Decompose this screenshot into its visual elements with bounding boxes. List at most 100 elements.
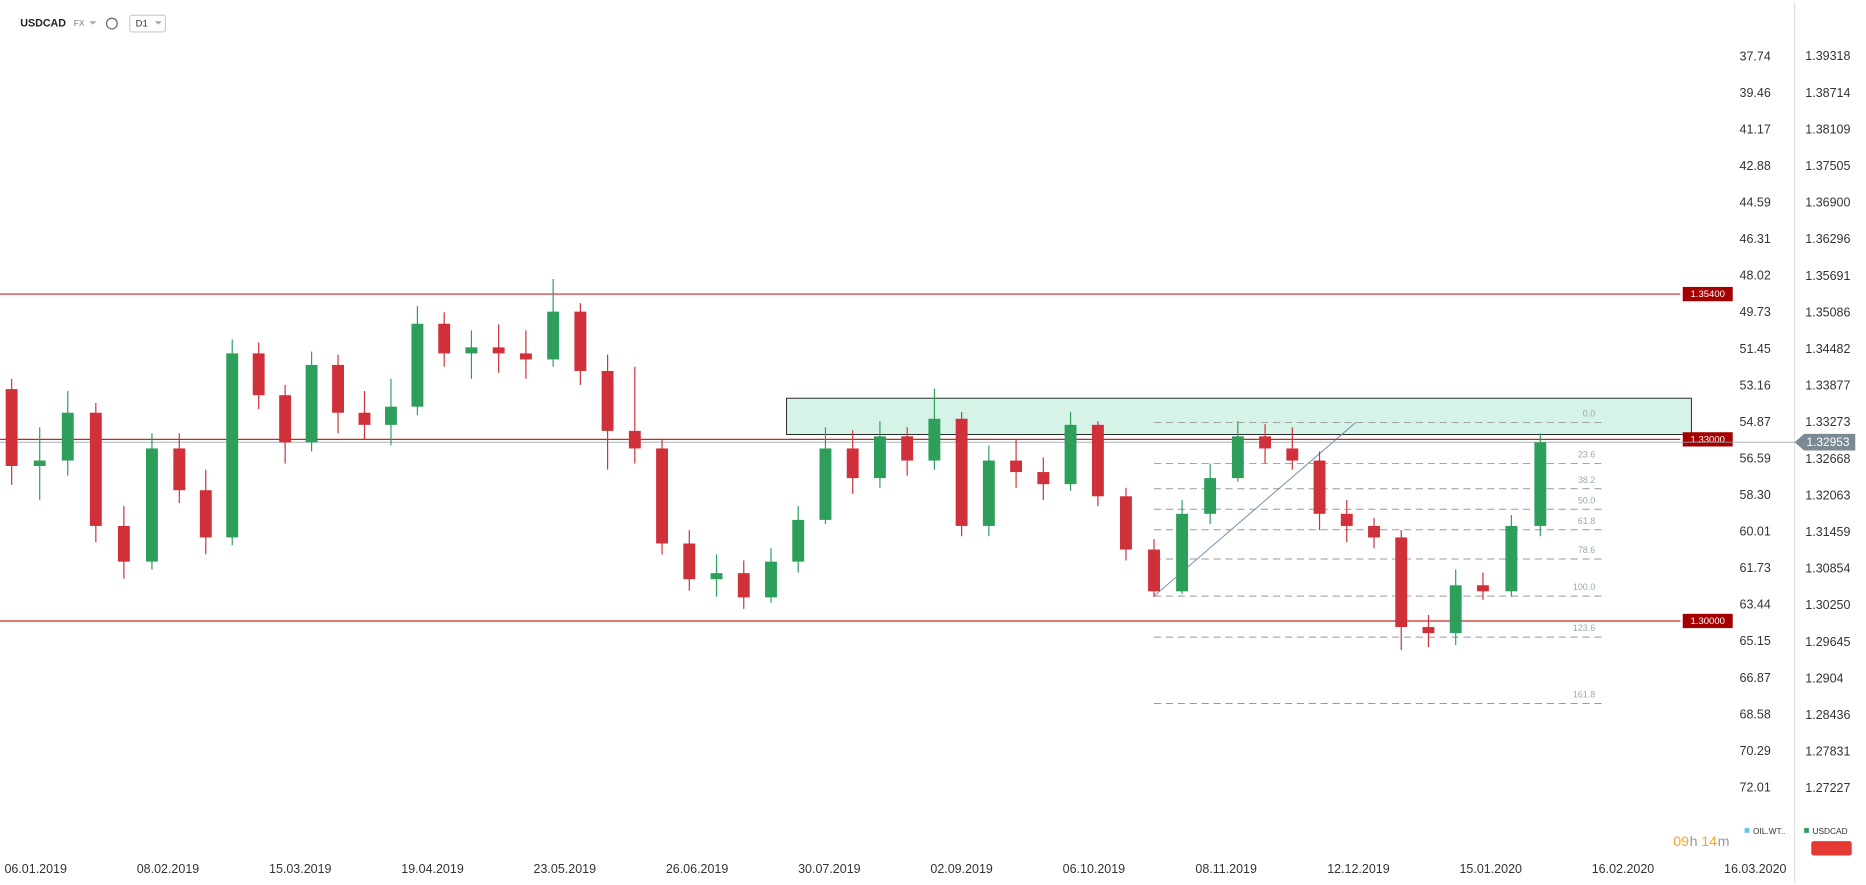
x-tick-label: 02.09.2019	[930, 862, 993, 876]
y-tick-label: 1.33877	[1805, 379, 1850, 393]
candle-body	[765, 561, 777, 598]
countdown: h	[1690, 834, 1698, 850]
candle-body	[710, 573, 723, 580]
candle-body	[411, 323, 424, 407]
y-tick-label: 1.37505	[1805, 159, 1850, 173]
y-tick-label: 1.35086	[1805, 305, 1850, 319]
x-tick-label: 06.10.2019	[1063, 862, 1126, 876]
candle-body	[279, 395, 292, 443]
y-tick-label: 1.35691	[1805, 269, 1850, 283]
candle-body	[819, 448, 832, 520]
candle-body	[1505, 525, 1518, 592]
candle-body	[1120, 496, 1132, 550]
candle-body	[737, 573, 750, 598]
candle-body	[1422, 627, 1435, 634]
y-tick-label: 1.31459	[1805, 525, 1850, 539]
symbol[interactable]: USDCAD	[20, 17, 66, 29]
x-tick-label: 26.06.2019	[666, 862, 729, 876]
dropdown-arrow	[154, 21, 162, 25]
candle-body	[465, 347, 478, 354]
y-tick-label: 1.39318	[1805, 49, 1850, 63]
countdown: m	[1718, 834, 1730, 850]
candle-body	[928, 418, 941, 461]
candle-body	[1340, 513, 1353, 526]
candle-body	[1010, 460, 1023, 473]
x-tick-label: 16.02.2020	[1592, 862, 1655, 876]
fib-label: 38.2	[1578, 475, 1595, 485]
info-icon[interactable]	[105, 17, 118, 30]
countdown: 09	[1673, 834, 1689, 850]
interval-select[interactable]	[129, 14, 167, 33]
y2-tick-label: 63.44	[1740, 598, 1771, 612]
y2-tick-label: 37.74	[1740, 49, 1771, 63]
candle-body	[1449, 585, 1462, 634]
y2-tick-label: 42.88	[1740, 159, 1771, 173]
level-tag	[1682, 432, 1733, 447]
fib-label: 123.6	[1573, 623, 1595, 633]
fib-label: 50.0	[1578, 495, 1595, 505]
candle-body	[1091, 424, 1104, 497]
y-tick-label: 1.38714	[1805, 86, 1850, 100]
fib-label: 100.0	[1573, 582, 1595, 592]
candle-body	[1476, 585, 1489, 592]
y2-tick-label: 49.73	[1740, 305, 1771, 319]
candle-body	[252, 353, 265, 396]
y2-tick-label: 60.01	[1740, 524, 1771, 538]
candle-body	[792, 519, 805, 562]
level-label: 1.35400	[1691, 289, 1725, 300]
y-tick-label: 1.33273	[1805, 415, 1850, 429]
y-tick-label: 1.27831	[1805, 745, 1850, 759]
candle-body	[89, 412, 102, 526]
y-tick-label: 1.32063	[1805, 488, 1850, 502]
candle-body	[1395, 537, 1408, 628]
y-tick-label: 1.34482	[1805, 342, 1850, 356]
candle-body	[5, 389, 18, 467]
candle-body	[173, 448, 186, 491]
fib-label: 23.6	[1578, 449, 1595, 459]
x-tick-label: 12.12.2019	[1327, 862, 1390, 876]
candle-body	[1368, 525, 1380, 538]
y2-tick-label: 70.29	[1740, 744, 1771, 758]
y-tick-label: 1.28436	[1805, 708, 1850, 722]
legend-swatch	[1744, 828, 1750, 833]
candle-body	[574, 311, 587, 371]
y2-tick-label: 46.31	[1740, 232, 1771, 246]
candle-body	[1534, 442, 1547, 526]
candle-body	[955, 418, 968, 526]
candle-body	[873, 436, 886, 479]
candle-body	[683, 543, 696, 580]
candle-body	[332, 364, 344, 413]
level-label: 1.30000	[1691, 616, 1725, 627]
candle-body	[492, 347, 505, 354]
y2-tick-label: 66.87	[1740, 671, 1771, 685]
y-tick-label: 1.30854	[1805, 562, 1850, 576]
y2-tick-label: 54.87	[1740, 415, 1771, 429]
legend-button[interactable]	[1811, 841, 1852, 856]
y-tick-label: 1.29645	[1805, 635, 1850, 649]
x-tick-label: 15.01.2020	[1459, 862, 1522, 876]
x-tick-label: 06.01.2019	[4, 862, 67, 876]
candle-body	[1176, 513, 1189, 592]
candle-body	[199, 490, 212, 538]
candle-body	[305, 364, 318, 443]
x-tick-label: 16.03.2020	[1724, 862, 1787, 876]
candle-body	[358, 412, 371, 425]
candle-body	[1286, 448, 1299, 461]
y-tick-label: 1.30250	[1805, 598, 1850, 612]
level-tag	[1682, 286, 1733, 302]
candle-body	[1231, 436, 1244, 479]
candle-body	[145, 448, 158, 562]
y2-tick-label: 72.01	[1740, 781, 1771, 795]
y2-tick-label: 53.16	[1740, 378, 1771, 392]
y2-tick-label: 56.59	[1740, 451, 1771, 465]
y2-tick-label: 41.17	[1740, 122, 1771, 136]
candle-body	[547, 311, 560, 360]
candle-body	[385, 406, 397, 425]
y-tick-label: 1.27227	[1805, 781, 1850, 795]
level-tag	[1682, 613, 1733, 629]
market: FX	[74, 18, 85, 28]
fib-label: 0.0	[1583, 408, 1595, 418]
dropdown-arrow[interactable]	[89, 21, 97, 25]
